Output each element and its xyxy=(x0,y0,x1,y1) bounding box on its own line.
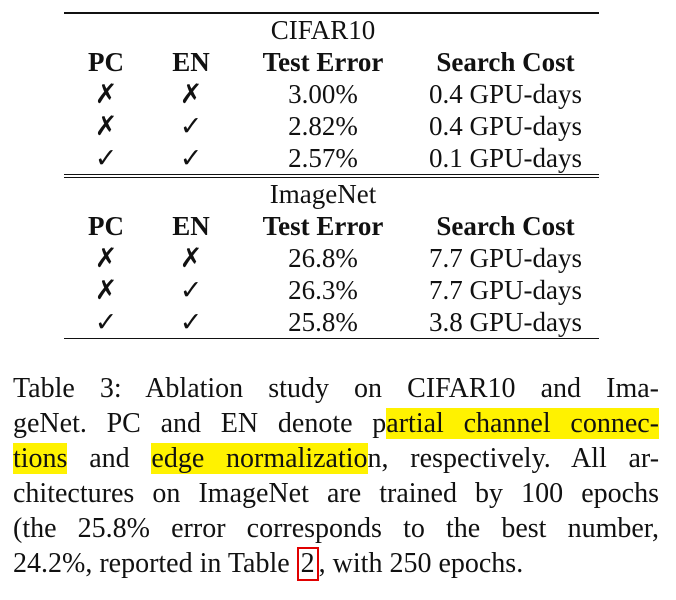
caption-line: geNet. PC and EN denote partial channel … xyxy=(13,406,660,441)
caption-text: Table 3: Ablation study on CIFAR10 and I… xyxy=(13,373,659,404)
test-error-cell: 26.8% xyxy=(288,243,358,273)
search-cost-cell: 0.4 GPU-days xyxy=(429,111,582,141)
test-error-cell: 25.8% xyxy=(234,306,412,339)
table-caption: Table 3: Ablation study on CIFAR10 and I… xyxy=(13,371,660,581)
cifar10-section-title: CIFAR10 xyxy=(234,12,412,46)
highlighted-text: edge normalizatio xyxy=(151,443,368,474)
caption-line: Table 3: Ablation study on CIFAR10 and I… xyxy=(13,371,659,406)
caption-text: and xyxy=(67,443,152,474)
caption-text: chitectures on ImageNet are trained by 1… xyxy=(13,478,659,509)
en-mark: ✓ xyxy=(179,111,203,141)
caption-line: (the 25.8% error corresponds to the best… xyxy=(13,511,659,546)
pc-mark: ✗ xyxy=(94,243,118,273)
caption-text: , with 250 epochs. xyxy=(318,548,524,579)
caption-text: 24.2%, reported in Table xyxy=(13,548,297,579)
header-en: EN xyxy=(172,211,210,241)
en-mark: ✓ xyxy=(179,143,203,173)
header-search-cost: Search Cost xyxy=(436,211,575,241)
imagenet-header-row: PC EN Test Error Search Cost xyxy=(64,210,599,242)
pc-mark: ✗ xyxy=(94,79,118,109)
table-reference-link[interactable]: 2 xyxy=(296,547,319,581)
table-row: ✓ ✓ 25.8% 3.8 GPU-days xyxy=(64,306,599,339)
table-row: ✗ ✗ 3.00% 0.4 GPU-days xyxy=(64,78,599,110)
table-row: ✗ ✗ 26.8% 7.7 GPU-days xyxy=(64,242,599,274)
table-row: ✗ ✓ 2.82% 0.4 GPU-days xyxy=(64,110,599,142)
en-mark: ✓ xyxy=(179,275,203,305)
en-mark: ✓ xyxy=(148,306,234,339)
imagenet-section-title: ImageNet xyxy=(234,174,412,210)
ablation-table: CIFAR10 PC EN Test Error Search Cost ✗ ✗… xyxy=(64,12,599,339)
table-row: ✓ ✓ 2.57% 0.1 GPU-days xyxy=(64,142,599,176)
header-en: EN xyxy=(172,47,210,77)
caption-line: tions and edge normalization, respective… xyxy=(13,441,659,476)
caption-line: 24.2%, reported in Table 2, with 250 epo… xyxy=(13,546,659,581)
en-mark: ✗ xyxy=(179,243,203,273)
header-test-error: Test Error xyxy=(262,47,384,77)
search-cost-cell: 7.7 GPU-days xyxy=(429,243,582,273)
highlighted-text: artial channel connec- xyxy=(386,408,660,439)
caption-line: chitectures on ImageNet are trained by 1… xyxy=(13,476,659,511)
search-cost-cell: 0.4 GPU-days xyxy=(429,79,582,109)
pc-mark: ✓ xyxy=(64,306,148,339)
pc-mark: ✗ xyxy=(94,275,118,305)
test-error-cell: 2.57% xyxy=(288,143,358,173)
test-error-cell: 3.00% xyxy=(288,79,358,109)
header-pc: PC xyxy=(88,211,124,241)
caption-text: n, respectively. All ar- xyxy=(367,443,660,474)
cifar10-section-title-row: CIFAR10 xyxy=(64,12,599,46)
pc-mark: ✗ xyxy=(94,111,118,141)
imagenet-section-title-row: ImageNet xyxy=(64,174,599,210)
highlighted-text: tions xyxy=(13,443,68,474)
header-test-error: Test Error xyxy=(262,211,384,241)
header-search-cost: Search Cost xyxy=(436,47,575,77)
en-mark: ✗ xyxy=(179,79,203,109)
caption-text: (the 25.8% error corresponds to the best… xyxy=(13,513,659,544)
test-error-cell: 26.3% xyxy=(288,275,358,305)
header-pc: PC xyxy=(88,47,124,77)
test-error-cell: 2.82% xyxy=(288,111,358,141)
ablation-table-grid: CIFAR10 PC EN Test Error Search Cost ✗ ✗… xyxy=(64,12,599,339)
search-cost-cell: 0.1 GPU-days xyxy=(429,143,582,173)
search-cost-cell: 7.7 GPU-days xyxy=(429,275,582,305)
cifar10-header-row: PC EN Test Error Search Cost xyxy=(64,46,599,78)
pc-mark: ✓ xyxy=(94,143,118,173)
table-row: ✗ ✓ 26.3% 7.7 GPU-days xyxy=(64,274,599,306)
search-cost-cell: 3.8 GPU-days xyxy=(412,306,599,339)
caption-text: geNet. PC and EN denote p xyxy=(13,408,387,439)
